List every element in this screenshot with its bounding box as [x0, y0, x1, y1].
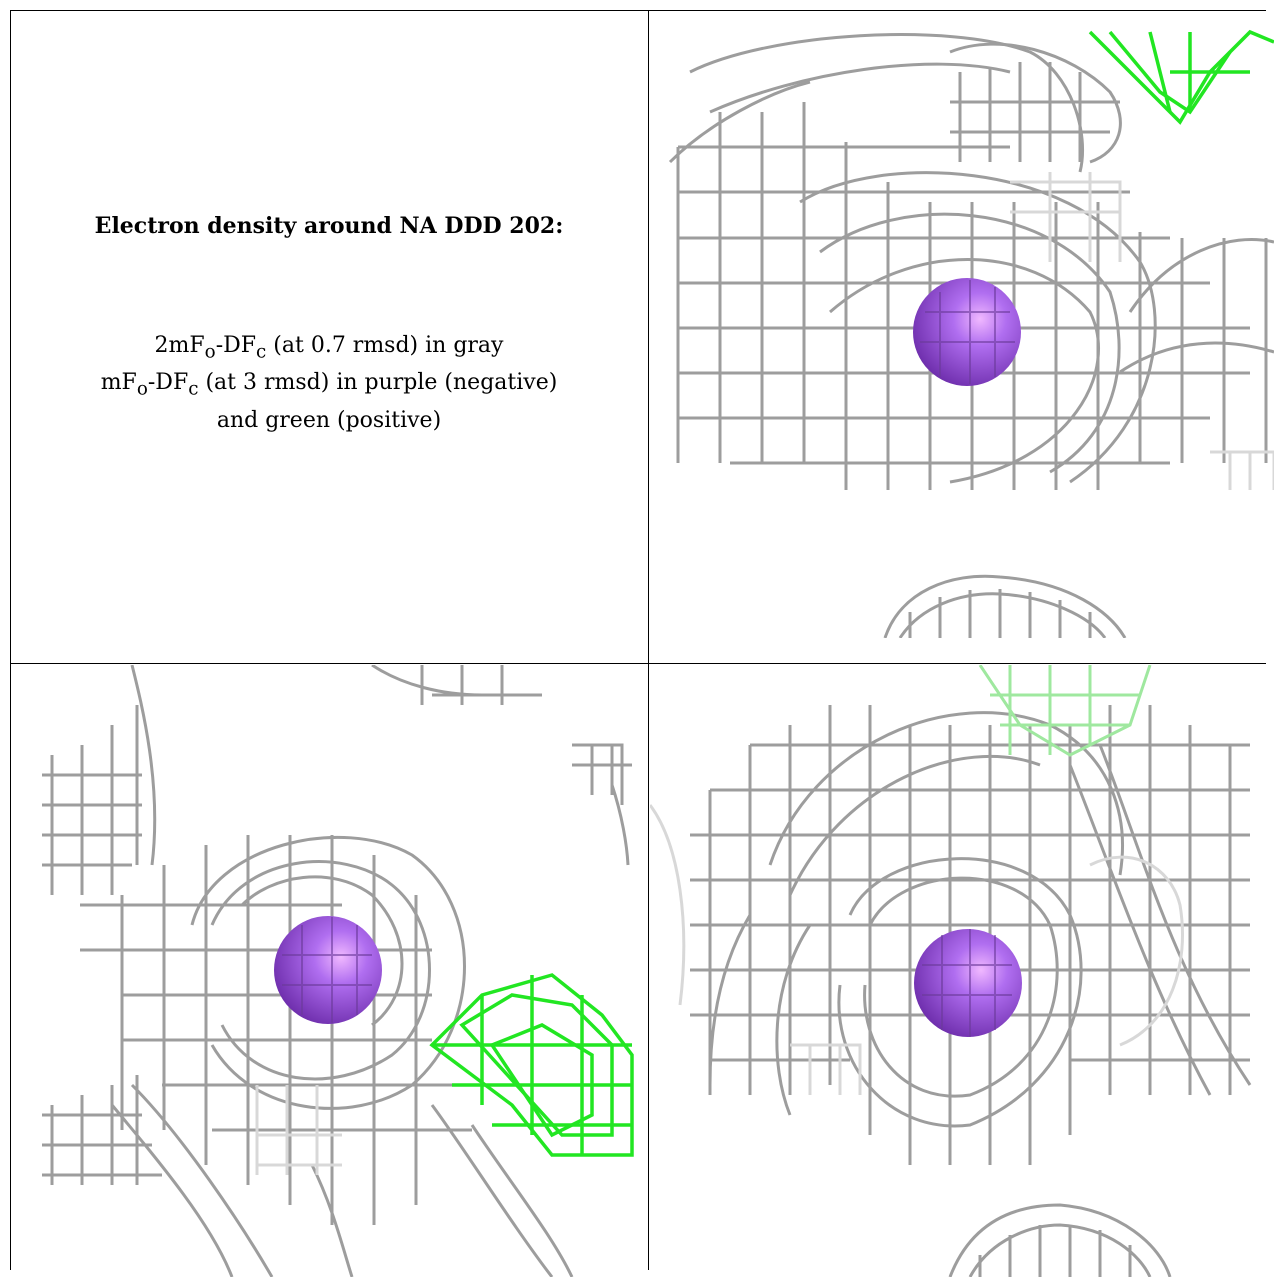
table-border-top [10, 10, 1266, 11]
view-bottom-left [12, 665, 646, 1277]
sodium-sphere [914, 929, 1022, 1037]
legend-line-positive: and green (positive) [216, 407, 442, 433]
legend-line-gray: 2mFo-DFc (at 0.7 rmsd) in gray [154, 333, 504, 363]
table-border-middle [10, 663, 1266, 664]
density-mesh-bottom-right [650, 665, 1252, 1277]
table-border-center [648, 10, 649, 1270]
density-mesh-bottom-left [42, 665, 634, 1277]
density-mesh-top-right [668, 29, 1274, 638]
view-bottom-right [650, 665, 1274, 1277]
legend-line-difference: mFo-DFc (at 3 rmsd) in purple (negative) [100, 370, 558, 400]
sodium-sphere [274, 916, 382, 1024]
legend-description: 2mFo-DFc (at 0.7 rmsd) in gray mFo-DFc (… [10, 330, 648, 436]
legend-cell: Electron density around NA DDD 202: 2mFo… [10, 10, 648, 656]
sodium-sphere [913, 278, 1021, 386]
legend-title: Electron density around NA DDD 202: [94, 213, 564, 239]
view-top-right [650, 12, 1274, 638]
table-border-left [10, 10, 11, 1270]
